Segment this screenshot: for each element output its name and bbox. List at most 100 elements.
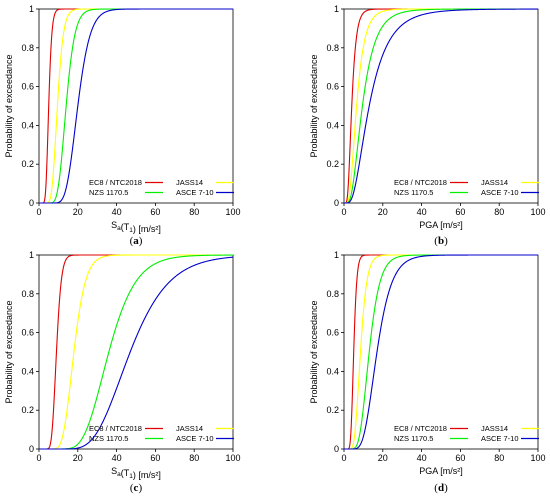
x-axis-label: Sa(T1) [m/s²]: [111, 466, 161, 480]
legend-label: JASS14: [481, 424, 508, 433]
series-line-ec8-ntc2018: [344, 8, 538, 204]
series-line-nzs-1170-5: [344, 8, 538, 204]
x-tick-label: 40: [112, 453, 122, 463]
x-tick-label: 60: [455, 453, 465, 463]
x-label-part: (T: [121, 222, 130, 232]
y-tick-label: 0.2: [326, 405, 339, 415]
series-line-asce-7-10: [39, 256, 234, 450]
legend-label: EC8 / NTC2018: [394, 424, 447, 433]
series-line-asce-7-10: [39, 8, 233, 204]
x-tick-label: 80: [189, 207, 199, 217]
caption-paren: ): [138, 482, 142, 494]
series-line-ec8-ntc2018: [39, 8, 233, 204]
x-label-part: S: [111, 466, 117, 476]
y-tick-label: 0.4: [326, 120, 339, 130]
y-tick-label: 1: [29, 250, 34, 260]
y-tick-label: 0: [29, 198, 34, 208]
y-tick-label: 0.4: [21, 120, 34, 130]
x-tick-label: 0: [341, 453, 346, 463]
x-tick-label: 40: [417, 207, 427, 217]
caption-paren: (: [130, 482, 134, 494]
legend-label: JASS14: [176, 424, 203, 433]
caption-letter: d: [438, 482, 444, 494]
y-tick-label: 0.8: [21, 289, 34, 299]
plot-frame: [343, 254, 539, 450]
y-tick-label: 0.6: [326, 328, 339, 338]
y-tick-label: 0: [334, 198, 339, 208]
legend-label: NZS 1170.5: [89, 188, 128, 197]
x-label-part: ) [m/s²]: [133, 470, 161, 480]
series-line-jass14: [344, 254, 538, 450]
x-tick-label: 20: [73, 453, 83, 463]
y-tick-label: 0.2: [326, 159, 339, 169]
x-axis-label: Sa(T1) [m/s²]: [111, 220, 161, 234]
x-tick-label: 100: [225, 453, 240, 463]
x-tick-label: 40: [417, 453, 427, 463]
chart-panel-3: 0 20 40 60 80 100 0 0.2 0.4 0.6 0.8 1 Probability of…: [4, 250, 241, 494]
x-label-subscript: 1: [129, 227, 133, 234]
series-line-jass14: [39, 254, 233, 450]
y-tick-label: 0: [29, 444, 34, 454]
chart-panel-2: 0 20 40 60 80 100 0 0.2 0.4 0.6 0.8 1 Probability of…: [309, 4, 546, 247]
y-tick-label: 0.4: [326, 366, 339, 376]
x-label-subscript: 1: [129, 473, 133, 480]
panel-caption: (c): [130, 482, 143, 494]
legend-label: ASCE 7-10: [176, 434, 214, 443]
x-tick-label: 80: [494, 207, 504, 217]
caption-letter: b: [438, 235, 444, 247]
legend-label: JASS14: [481, 178, 508, 187]
legend-label: EC8 / NTC2018: [89, 424, 142, 433]
x-tick-label: 60: [150, 453, 160, 463]
y-tick-label: 0: [334, 444, 339, 454]
series-line-asce-7-10: [344, 8, 538, 204]
x-label-subscript: a: [117, 471, 121, 478]
x-tick-label: 80: [494, 453, 504, 463]
x-tick-label: 100: [225, 207, 240, 217]
x-tick-label: 40: [112, 207, 122, 217]
x-tick-label: 100: [530, 207, 545, 217]
legend-label: ASCE 7-10: [481, 188, 519, 197]
caption-letter: a: [133, 235, 139, 247]
plot-frame: [38, 8, 234, 204]
y-axis-label: Probability of exceedance: [309, 54, 319, 157]
series-line-nzs-1170-5: [344, 254, 538, 450]
series-line-nzs-1170-5: [39, 8, 233, 204]
legend-label: NZS 1170.5: [89, 434, 128, 443]
x-tick-label: 100: [530, 453, 545, 463]
y-axis-label: Probability of exceedance: [309, 300, 319, 403]
x-label-subscript: a: [117, 225, 121, 232]
y-axis-label: Probability of exceedance: [4, 300, 14, 403]
legend-label: ASCE 7-10: [176, 188, 214, 197]
x-axis-label: PGA [m/s²]: [419, 466, 463, 476]
series-line-jass14: [344, 8, 538, 204]
caption-paren: ): [139, 235, 143, 247]
x-axis-label: PGA [m/s²]: [419, 220, 463, 230]
legend-label: NZS 1170.5: [394, 434, 433, 443]
caption-letter: c: [134, 482, 139, 494]
legend-label: ASCE 7-10: [481, 434, 519, 443]
y-tick-label: 1: [29, 4, 34, 14]
y-tick-label: 0.2: [21, 405, 34, 415]
caption-paren: ): [444, 482, 448, 494]
legend-label: EC8 / NTC2018: [394, 178, 447, 187]
series-line-jass14: [39, 8, 233, 204]
y-tick-label: 0.8: [21, 43, 34, 53]
series-line-ec8-ntc2018: [39, 254, 233, 450]
y-tick-label: 0.6: [21, 82, 34, 92]
chart-panel-1: 0 20 40 60 80 100 0 0.2 0.4 0.6 0.8 1 Probability of…: [4, 4, 241, 247]
x-label-part: ) [m/s²]: [133, 224, 161, 234]
y-tick-label: 1: [334, 4, 339, 14]
x-tick-label: 80: [189, 453, 199, 463]
series-line-nzs-1170-5: [39, 254, 234, 450]
y-tick-label: 0.4: [21, 366, 34, 376]
x-tick-label: 20: [73, 207, 83, 217]
y-tick-label: 0.6: [21, 328, 34, 338]
x-tick-label: 0: [341, 207, 346, 217]
x-tick-label: 20: [378, 453, 388, 463]
legend-label: NZS 1170.5: [394, 188, 433, 197]
x-tick-label: 60: [150, 207, 160, 217]
legend-label: JASS14: [176, 178, 203, 187]
panel-caption: (d): [434, 482, 448, 494]
y-tick-label: 0.2: [21, 159, 34, 169]
